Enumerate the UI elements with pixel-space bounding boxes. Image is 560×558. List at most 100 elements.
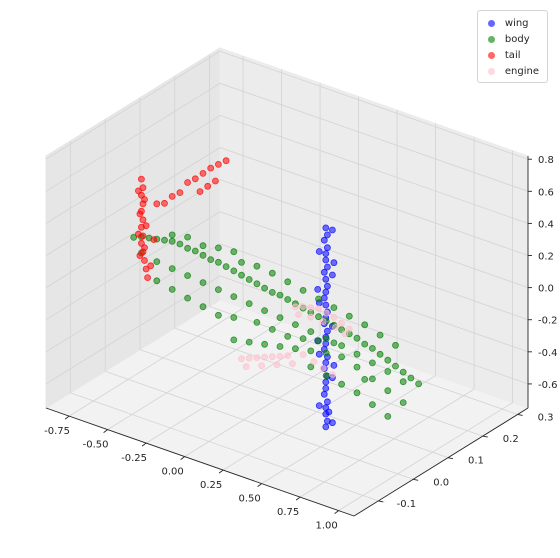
y-tick-label: 0.3: [538, 412, 554, 423]
scatter-point-engine: [310, 358, 318, 366]
grid-line-z-back: [219, 243, 529, 353]
scatter-point-body: [253, 262, 261, 270]
scatter-point-body: [299, 286, 307, 294]
scatter-point-body: [384, 412, 392, 420]
z-tick-label: 0.8: [538, 155, 554, 166]
scatter-point-tail: [139, 216, 147, 224]
legend-item-body: body: [484, 31, 539, 47]
scatter-point-wing: [325, 408, 333, 416]
scatter-point-engine: [307, 304, 315, 312]
scatter-point-body: [268, 288, 276, 296]
scatter-point-body: [338, 342, 346, 350]
scatter-point-body: [222, 263, 230, 271]
scatter-point-engine: [268, 353, 276, 361]
x-tick-label: 1.00: [315, 521, 337, 532]
scatter-point-body: [307, 363, 315, 371]
grid-line-z-left: [45, 211, 221, 321]
scatter-point-engine: [341, 330, 349, 338]
scatter-point-body: [238, 271, 245, 279]
x-tick-mark: [103, 429, 108, 433]
scatter-point-body: [245, 338, 253, 346]
scatter-point-body: [230, 314, 238, 321]
scatter-point-body: [376, 331, 384, 339]
scatter-point-body: [353, 389, 361, 397]
z-tick-label: 0.0: [538, 284, 554, 295]
scatter-point-wing: [322, 275, 330, 283]
legend-label: tail: [504, 49, 521, 61]
scatter-point-body: [353, 334, 361, 342]
scatter-point-tail: [168, 192, 176, 200]
scatter-point-body: [214, 244, 222, 252]
scatter-point-tail: [204, 182, 212, 190]
scatter-point-engine: [299, 303, 307, 310]
scatter-point-wing: [323, 282, 331, 290]
scatter-point-body: [307, 347, 315, 355]
scatter-point-body: [338, 353, 346, 361]
scatter-point-engine: [319, 318, 327, 325]
x-tick-label: -0.25: [121, 453, 147, 464]
grid-line-z-left: [45, 179, 221, 288]
scatter-point-body: [353, 363, 361, 371]
scatter-point-wing: [315, 402, 323, 410]
scatter-point-body: [207, 256, 215, 264]
scatter-point-tail: [211, 177, 219, 185]
x-tick-mark: [295, 496, 301, 501]
scatter-point-body: [245, 300, 253, 308]
scatter-point-body: [399, 378, 407, 386]
scatter-point-body: [361, 340, 369, 348]
scatter-point-body: [130, 233, 138, 241]
scatter-point-body: [392, 362, 399, 370]
scatter-point-engine: [291, 303, 299, 311]
scatter-point-wing: [328, 226, 336, 234]
scatter-point-body: [384, 356, 392, 364]
scatter-point-tail: [147, 262, 155, 270]
scatter-point-wing: [323, 231, 331, 239]
scatter-point-tail: [214, 160, 222, 168]
grid-lines: [45, 50, 529, 511]
scatter-point-body: [168, 237, 176, 245]
scatter-point-tail: [150, 236, 158, 244]
scatter-point-engine: [299, 351, 307, 359]
y-tick-label: 0.0: [433, 477, 449, 488]
scatter-point-body: [191, 247, 199, 255]
scatter-point-body: [176, 240, 184, 248]
z-tick-label: 0.4: [538, 219, 554, 230]
scatter-point-tail: [191, 175, 199, 183]
legend-marker: [487, 67, 495, 75]
scatter-point-body: [361, 321, 369, 329]
scatter-point-body: [168, 285, 176, 293]
x-axis-line: [45, 407, 355, 517]
legend-item-tail: tail: [484, 47, 539, 63]
legend-marker: [487, 19, 495, 27]
scatter-point-body: [184, 294, 192, 302]
scatter-point-body: [261, 340, 269, 348]
scatter-point-wing: [322, 378, 330, 386]
scatter-point-engine: [273, 361, 281, 369]
scatter-point-body: [284, 332, 292, 340]
scatter-point-body: [184, 233, 192, 241]
scatter-point-tail: [141, 257, 148, 264]
grid-line-z-left: [45, 275, 221, 385]
scatter-point-body: [199, 303, 207, 311]
scatter-point-body: [307, 328, 315, 336]
scatter-point-body: [184, 272, 192, 280]
scatter-point-body: [330, 304, 338, 312]
z-tick-label: -0.4: [538, 348, 558, 359]
legend-label: engine: [504, 65, 539, 77]
legend-label: body: [504, 33, 530, 45]
scatter-point-body: [322, 349, 330, 357]
scatter-point-tail: [136, 210, 144, 218]
scatter-point-body: [368, 344, 376, 352]
scatter-point-body: [315, 313, 322, 321]
scatter-point-tail: [139, 184, 147, 192]
legend-label: wing: [504, 17, 529, 29]
axis-lines: [45, 156, 532, 517]
grid-line-y-floor: [139, 349, 449, 459]
scatter-point-engine: [284, 352, 292, 360]
scatter-point-engine: [288, 360, 296, 368]
y-axis-line: [353, 407, 529, 517]
scatter-point-tail: [141, 244, 148, 252]
scatter-point-tail: [142, 222, 150, 230]
scatter-point-engine: [319, 364, 327, 372]
scatter-point-engine: [295, 311, 302, 318]
